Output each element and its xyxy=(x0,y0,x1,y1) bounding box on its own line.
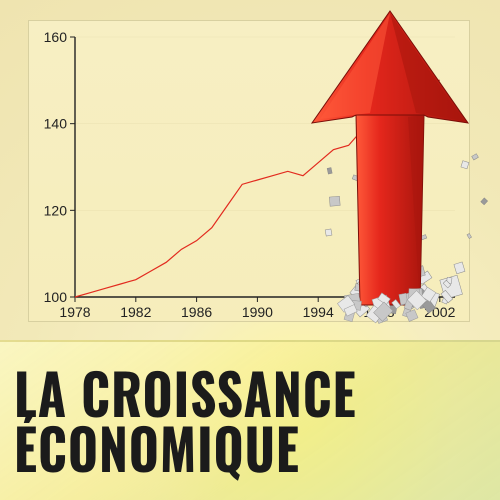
svg-text:1994: 1994 xyxy=(303,304,334,320)
svg-text:1982: 1982 xyxy=(120,304,151,320)
svg-text:140: 140 xyxy=(44,116,68,132)
page-root: 100 120 140 160 1978 1982 1986 1990 1994 1998 2002… xyxy=(0,0,500,500)
svg-text:120: 120 xyxy=(44,202,68,218)
title-band: LA CROISSANCE ÉCONOMIQUE xyxy=(0,340,500,500)
svg-text:160: 160 xyxy=(44,29,68,45)
title-line-2: ÉCONOMIQUE xyxy=(14,421,461,476)
svg-text:1986: 1986 xyxy=(181,304,212,320)
svg-text:100: 100 xyxy=(44,289,68,305)
line-chart: 100 120 140 160 1978 1982 1986 1990 1994 1998 2002 xyxy=(29,21,469,321)
chart-panel: 100 120 140 160 1978 1982 1986 1990 1994 1998 2002 xyxy=(28,20,470,322)
svg-text:1990: 1990 xyxy=(242,304,273,320)
svg-text:1998: 1998 xyxy=(363,304,394,320)
svg-text:1978: 1978 xyxy=(59,304,90,320)
svg-text:2002: 2002 xyxy=(424,304,455,320)
